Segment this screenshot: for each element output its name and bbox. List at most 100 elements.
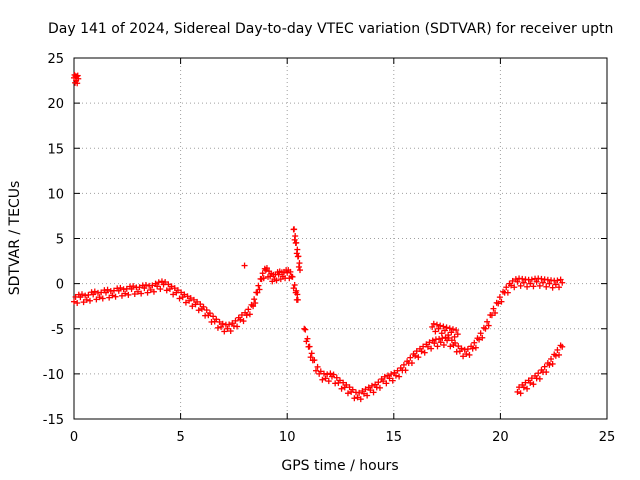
data-point bbox=[533, 278, 540, 285]
data-point bbox=[112, 293, 119, 300]
data-point bbox=[543, 283, 550, 290]
data-point bbox=[291, 226, 298, 233]
data-point bbox=[155, 279, 162, 286]
data-point bbox=[549, 360, 556, 367]
data-point bbox=[412, 352, 419, 359]
data-point bbox=[386, 375, 393, 382]
data-point bbox=[142, 281, 149, 288]
data-point bbox=[150, 288, 157, 295]
data-point bbox=[527, 379, 534, 386]
data-point bbox=[75, 75, 82, 82]
data-point bbox=[340, 379, 347, 386]
data-point bbox=[370, 389, 377, 396]
data-point bbox=[99, 295, 106, 302]
x-tick-label: 10 bbox=[279, 430, 296, 445]
y-tick-label: 25 bbox=[47, 52, 64, 67]
x-tick-label: 15 bbox=[386, 430, 403, 445]
data-point bbox=[485, 322, 492, 329]
data-point bbox=[383, 380, 390, 387]
data-point bbox=[197, 301, 204, 308]
data-point bbox=[509, 277, 516, 284]
data-point bbox=[451, 333, 458, 340]
data-point bbox=[435, 325, 442, 332]
data-point bbox=[503, 284, 510, 291]
data-point bbox=[251, 296, 258, 303]
data-point bbox=[168, 283, 175, 290]
data-point bbox=[356, 389, 363, 396]
data-point bbox=[380, 378, 387, 385]
data-point bbox=[184, 293, 191, 300]
data-point bbox=[241, 262, 248, 269]
data-point bbox=[368, 382, 375, 389]
data-point bbox=[170, 291, 177, 298]
data-point bbox=[440, 323, 447, 330]
data-point bbox=[83, 296, 90, 303]
y-tick-label: -10 bbox=[43, 368, 64, 383]
data-point bbox=[440, 341, 447, 348]
data-point bbox=[162, 279, 169, 286]
data-point bbox=[430, 320, 437, 327]
data-point bbox=[498, 298, 505, 305]
data-point bbox=[438, 330, 445, 337]
data-point bbox=[136, 284, 143, 291]
data-point bbox=[524, 283, 531, 290]
data-point bbox=[421, 349, 428, 356]
data-point bbox=[461, 346, 468, 353]
data-point bbox=[432, 328, 439, 335]
data-point bbox=[134, 288, 141, 295]
data-point bbox=[195, 307, 202, 314]
data-point bbox=[322, 375, 329, 382]
data-point bbox=[190, 296, 197, 303]
data-point bbox=[396, 373, 403, 380]
data-point bbox=[511, 284, 518, 291]
data-point bbox=[221, 328, 228, 335]
data-point bbox=[325, 378, 332, 385]
data-point bbox=[293, 239, 300, 246]
data-point bbox=[226, 321, 233, 328]
data-point bbox=[237, 316, 244, 323]
data-point bbox=[317, 368, 324, 375]
data-point bbox=[250, 303, 257, 310]
x-axis-label: GPS time / hours bbox=[281, 458, 398, 474]
data-point bbox=[165, 281, 172, 288]
data-point bbox=[552, 352, 559, 359]
x-tick-label: 25 bbox=[599, 430, 616, 445]
data-point bbox=[508, 282, 515, 289]
data-point bbox=[106, 294, 113, 301]
data-point bbox=[307, 354, 314, 361]
data-point bbox=[333, 374, 340, 381]
data-point bbox=[452, 339, 459, 346]
y-tick-label: 20 bbox=[47, 97, 64, 112]
data-point bbox=[117, 284, 124, 291]
data-point bbox=[400, 361, 407, 368]
data-point bbox=[535, 370, 542, 377]
data-point bbox=[240, 318, 247, 325]
data-point bbox=[554, 346, 561, 353]
data-point bbox=[301, 325, 308, 332]
data-point bbox=[460, 353, 467, 360]
data-point bbox=[546, 361, 553, 368]
data-point bbox=[141, 285, 148, 292]
data-point bbox=[559, 343, 566, 350]
data-point bbox=[213, 316, 220, 323]
data-point bbox=[445, 332, 452, 339]
data-point bbox=[252, 300, 259, 307]
data-point bbox=[360, 390, 367, 397]
data-point bbox=[488, 312, 495, 319]
axis-ticks: 0 5 10 15 20 25 25 20 15 10 5 0 -5 -10 -15 bbox=[43, 52, 616, 445]
data-point bbox=[436, 335, 443, 342]
data-point bbox=[541, 363, 548, 370]
plot-frame bbox=[73, 57, 608, 420]
data-point bbox=[290, 285, 297, 292]
data-point bbox=[556, 284, 563, 291]
data-point bbox=[556, 351, 563, 358]
data-point bbox=[448, 337, 455, 344]
data-point bbox=[536, 282, 543, 289]
data-point bbox=[437, 322, 444, 329]
data-point bbox=[82, 292, 89, 299]
data-point bbox=[476, 336, 483, 343]
data-point bbox=[118, 292, 125, 299]
x-tick-label: 0 bbox=[70, 430, 78, 445]
data-point bbox=[319, 376, 326, 383]
data-point bbox=[543, 369, 550, 376]
